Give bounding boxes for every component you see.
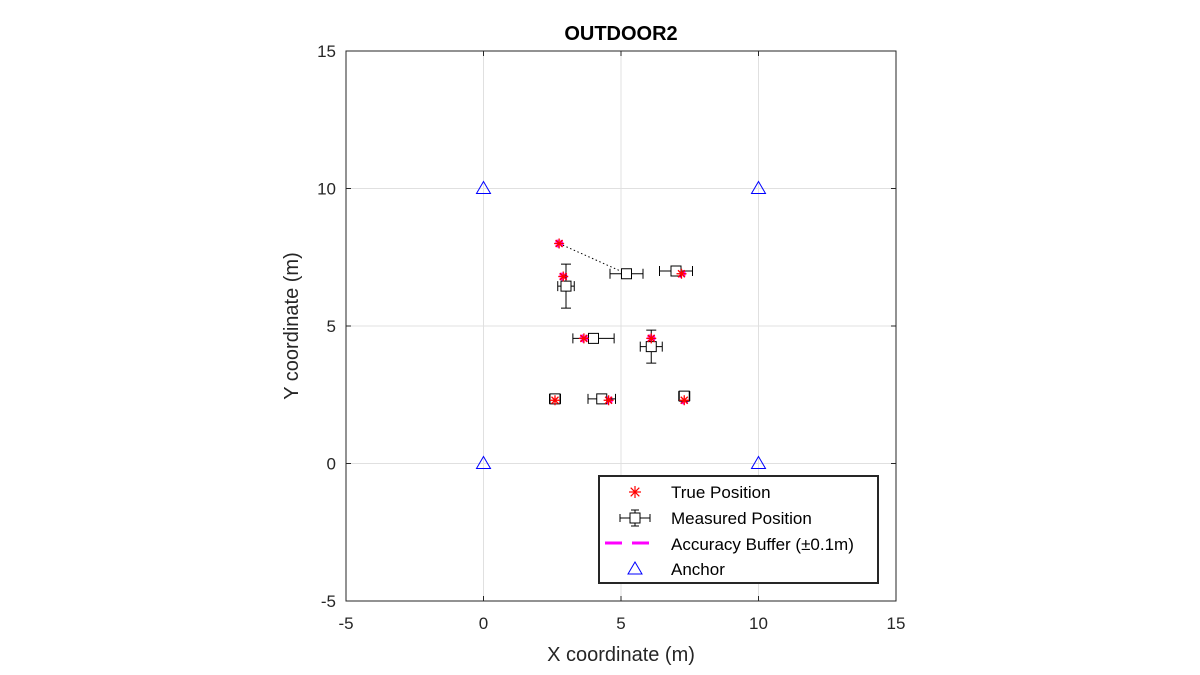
legend-box bbox=[598, 475, 879, 584]
asterisk-stroke bbox=[680, 396, 689, 405]
asterisk-stroke bbox=[559, 272, 568, 281]
legend-label-true-position: True Position bbox=[671, 483, 771, 502]
error-connection-line bbox=[558, 243, 627, 275]
axis-ticks: -5 0 5 10 15 -5 0 5 10 15 bbox=[317, 42, 905, 633]
true-position-point bbox=[646, 333, 657, 344]
y-tick-label: 0 bbox=[327, 455, 336, 474]
true-position-point bbox=[679, 395, 690, 406]
true-position-point bbox=[558, 271, 569, 282]
anchor-triangle bbox=[750, 455, 767, 469]
y-tick-label: -5 bbox=[321, 592, 336, 611]
x-tick-label: 5 bbox=[616, 614, 625, 633]
measured-position-point bbox=[557, 263, 575, 309]
x-tick-label: 0 bbox=[479, 614, 488, 633]
true-position-point bbox=[578, 333, 589, 344]
true-position-point bbox=[676, 268, 687, 279]
measured-position-point bbox=[609, 268, 644, 280]
y-tick-label: 5 bbox=[327, 317, 336, 336]
measured-square-marker bbox=[560, 280, 572, 292]
y-tick-label: 10 bbox=[317, 180, 336, 199]
legend-label-anchor: Anchor bbox=[671, 560, 725, 579]
true-position-point bbox=[550, 395, 560, 406]
asterisk-stroke bbox=[647, 334, 656, 343]
x-tick-label: 15 bbox=[887, 614, 906, 633]
true-position-point bbox=[603, 395, 614, 406]
x-tick-label: 10 bbox=[749, 614, 768, 633]
y-tick-label: 15 bbox=[317, 42, 336, 61]
true-position-point bbox=[554, 238, 565, 249]
legend-swatch-anchor bbox=[627, 561, 643, 575]
data-layer bbox=[475, 180, 767, 469]
legend: True Position Measured Position Accuracy… bbox=[598, 475, 879, 584]
anchor-triangle bbox=[475, 455, 492, 469]
x-axis-label: X coordinate (m) bbox=[547, 644, 695, 666]
legend-swatch-true-position bbox=[629, 486, 641, 498]
asterisk-stroke bbox=[579, 334, 588, 343]
measured-square-marker bbox=[588, 332, 599, 344]
asterisk-stroke bbox=[555, 239, 564, 248]
legend-label-measured-position: Measured Position bbox=[671, 509, 812, 528]
asterisk-stroke bbox=[551, 396, 559, 405]
legend-label-accuracy-buffer: Accuracy Buffer (±0.1m) bbox=[671, 535, 854, 554]
chart-title: OUTDOOR2 bbox=[564, 23, 677, 45]
y-axis-label: Y coordinate (m) bbox=[281, 252, 303, 399]
legend-swatch-measured-position bbox=[619, 509, 651, 527]
anchor-triangle bbox=[475, 180, 492, 194]
x-tick-label: -5 bbox=[338, 614, 353, 633]
asterisk-stroke bbox=[604, 396, 613, 405]
measured-square-marker bbox=[621, 268, 632, 280]
asterisk-stroke bbox=[677, 269, 686, 278]
measured-square-marker bbox=[596, 393, 608, 405]
anchor-triangle bbox=[750, 180, 767, 194]
